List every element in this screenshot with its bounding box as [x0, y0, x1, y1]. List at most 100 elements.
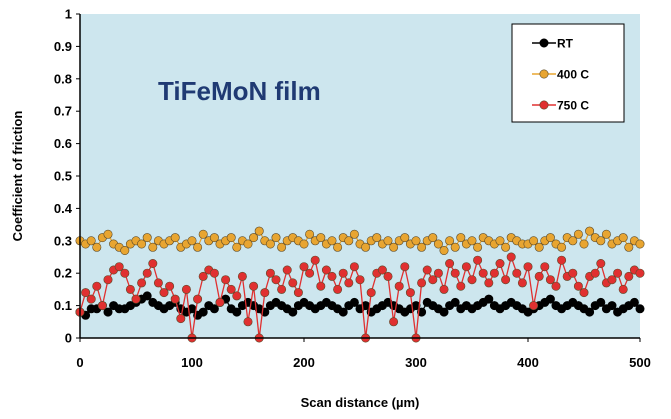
legend-label: 750 C	[557, 99, 589, 113]
data-point	[517, 278, 527, 288]
data-point	[624, 271, 634, 281]
y-tick-label: 0.6	[54, 136, 72, 151]
data-point	[613, 268, 623, 278]
data-point	[305, 229, 315, 239]
data-point	[103, 307, 113, 317]
data-point	[349, 297, 359, 307]
y-tick-label: 0.7	[54, 104, 72, 119]
legend-label: RT	[557, 37, 574, 51]
data-point	[501, 242, 511, 252]
data-point	[400, 262, 410, 272]
data-point	[170, 233, 180, 243]
series-400-c	[75, 226, 645, 256]
data-point	[529, 301, 539, 311]
data-point	[316, 233, 326, 243]
data-point	[534, 242, 544, 252]
x-tick-label: 400	[517, 355, 539, 370]
legend-box	[511, 23, 625, 123]
data-point	[596, 297, 606, 307]
y-tick-label: 0.1	[54, 298, 72, 313]
data-point	[461, 262, 471, 272]
data-point	[120, 246, 130, 256]
data-point	[389, 242, 399, 252]
data-point	[321, 265, 331, 275]
data-point	[187, 236, 197, 246]
data-point	[495, 258, 505, 268]
data-point	[226, 284, 236, 294]
data-point	[97, 301, 107, 311]
data-point	[635, 239, 645, 249]
data-point	[81, 288, 91, 298]
data-point	[445, 258, 455, 268]
data-point	[473, 255, 483, 265]
data-point	[618, 233, 628, 243]
data-point	[428, 233, 438, 243]
data-point	[400, 233, 410, 243]
data-point	[288, 278, 298, 288]
y-tick-label: 0.3	[54, 233, 72, 248]
data-point	[428, 275, 438, 285]
x-tick-label: 200	[293, 355, 315, 370]
data-point	[142, 233, 152, 243]
data-point	[170, 294, 180, 304]
data-point	[579, 288, 589, 298]
data-point	[142, 291, 152, 301]
data-point	[450, 242, 460, 252]
data-point	[327, 271, 337, 281]
data-point	[422, 265, 432, 275]
data-point	[232, 242, 242, 252]
data-point	[361, 242, 371, 252]
series-layer	[75, 226, 645, 343]
data-point	[349, 229, 359, 239]
data-point	[529, 236, 539, 246]
legend-swatch-marker	[539, 100, 549, 110]
data-point	[198, 229, 208, 239]
data-point	[579, 239, 589, 249]
data-point	[243, 239, 253, 249]
legend-swatch-marker	[539, 38, 549, 48]
data-point	[125, 284, 135, 294]
data-point	[501, 275, 511, 285]
data-point	[456, 281, 466, 291]
data-point	[215, 297, 225, 307]
data-point	[450, 268, 460, 278]
data-point	[596, 236, 606, 246]
data-point	[86, 294, 96, 304]
data-point	[607, 301, 617, 311]
data-point	[271, 275, 281, 285]
data-point	[243, 317, 253, 327]
data-point	[349, 262, 359, 272]
data-point	[254, 226, 264, 236]
data-point	[635, 304, 645, 314]
data-point	[288, 307, 298, 317]
data-point	[601, 229, 611, 239]
data-point	[249, 281, 259, 291]
data-point	[545, 233, 555, 243]
y-tick-label: 0.8	[54, 71, 72, 86]
legend: RT 400 C 750 C	[511, 23, 625, 123]
y-axis-title: Coefficient of friction	[10, 111, 25, 242]
data-point	[277, 284, 287, 294]
data-point	[585, 226, 595, 236]
data-point	[383, 271, 393, 281]
data-point	[327, 236, 337, 246]
data-point	[545, 294, 555, 304]
data-point	[271, 233, 281, 243]
data-point	[209, 233, 219, 243]
data-point	[92, 281, 102, 291]
data-point	[433, 268, 443, 278]
data-point	[198, 307, 208, 317]
data-point	[148, 242, 158, 252]
data-point	[433, 239, 443, 249]
data-point	[299, 262, 309, 272]
data-point	[568, 236, 578, 246]
data-point	[439, 246, 449, 256]
data-point	[506, 252, 516, 262]
x-axis-title: Scan distance (µm)	[301, 395, 420, 410]
data-point	[316, 281, 326, 291]
data-point	[344, 236, 354, 246]
data-point	[551, 281, 561, 291]
data-point	[439, 307, 449, 317]
data-point	[534, 271, 544, 281]
y-tick-label: 0.9	[54, 39, 72, 54]
